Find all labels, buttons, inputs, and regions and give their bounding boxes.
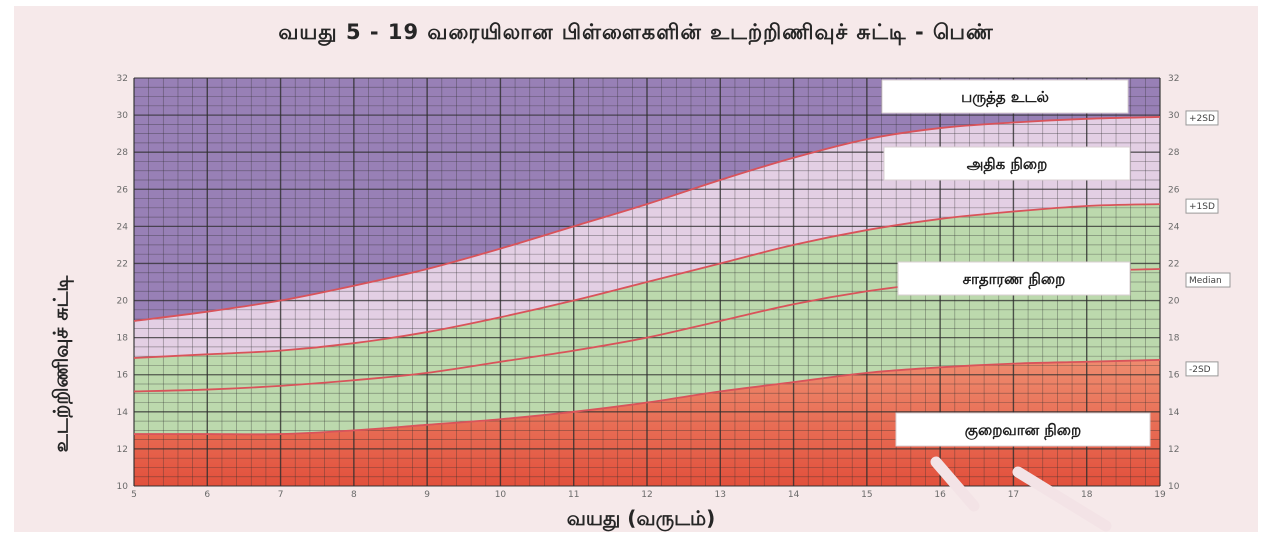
x-tick-label: 6 bbox=[204, 490, 210, 500]
sd-tag-box bbox=[1185, 198, 1219, 214]
sd-tag-label: +2SD bbox=[1189, 114, 1215, 124]
sd-tag-label: +1SD bbox=[1189, 202, 1215, 212]
x-tick-label: 17 bbox=[1008, 490, 1019, 500]
y-tick-label-right: 18 bbox=[1168, 334, 1180, 344]
chart-title: வயது 5 - 19 வரையிலான பிள்ளைகளின் உடற்றிண… bbox=[278, 20, 994, 44]
y-tick-label-right: 16 bbox=[1168, 371, 1180, 381]
curve-plus1sd bbox=[133, 203, 1161, 359]
sd-tag-box bbox=[1185, 272, 1231, 288]
y-tick-label-right: 12 bbox=[1168, 445, 1179, 455]
watermark-mark bbox=[1012, 466, 1112, 532]
sd-tag-box bbox=[1185, 361, 1219, 377]
watermark-mark bbox=[930, 456, 980, 512]
y-tick-label-right: 28 bbox=[1168, 148, 1180, 158]
x-tick-label: 16 bbox=[934, 490, 946, 500]
y-tick-label-left: 16 bbox=[117, 371, 129, 381]
y-tick-label-left: 12 bbox=[117, 445, 128, 455]
y-tick-label-left: 24 bbox=[117, 222, 129, 232]
zone-label-overweight-text: அதிக நிறை bbox=[967, 155, 1048, 174]
y-tick-label-right: 20 bbox=[1168, 297, 1180, 307]
zone-label-obese-text: பருத்த உடல் bbox=[961, 88, 1049, 107]
y-tick-label-right: 24 bbox=[1168, 222, 1180, 232]
sd-tag-label: Median bbox=[1189, 276, 1222, 286]
x-tick-label: 5 bbox=[131, 490, 137, 500]
y-tick-label-left: 32 bbox=[117, 74, 128, 84]
curve-minus2sd bbox=[134, 358, 1161, 436]
x-tick-label: 14 bbox=[788, 490, 800, 500]
x-tick-label: 15 bbox=[861, 490, 872, 500]
zone-label-overweight: அதிக நிறை bbox=[883, 146, 1131, 181]
x-tick-label: 12 bbox=[641, 490, 652, 500]
x-tick-label: 8 bbox=[351, 490, 357, 500]
y-tick-label-right: 22 bbox=[1168, 259, 1179, 269]
zone-label-obese: பருத்த உடல் bbox=[881, 79, 1129, 114]
x-tick-label: 18 bbox=[1081, 490, 1093, 500]
curve-plus2sd bbox=[133, 116, 1161, 322]
sd-tag-label: -2SD bbox=[1189, 365, 1211, 375]
y-tick-label-right: 30 bbox=[1168, 111, 1180, 121]
sd-tag-layer: +2SD +1SD Median -2SD bbox=[1185, 110, 1231, 377]
y-tick-label-left: 20 bbox=[117, 297, 129, 307]
zone-label-underweight: குறைவான நிறை bbox=[895, 412, 1151, 447]
x-axis-label: வயது (வருடம்) bbox=[566, 506, 716, 530]
y-axis-label-text: உடற்றிணிவுச் சுட்டி bbox=[48, 275, 73, 453]
y-tick-label-left: 30 bbox=[117, 111, 129, 121]
curve-layer bbox=[133, 116, 1161, 436]
x-tick-label: 9 bbox=[424, 490, 430, 500]
y-tick-label-left: 26 bbox=[117, 185, 129, 195]
x-tick-label: 10 bbox=[495, 490, 507, 500]
y-tick-label-left: 28 bbox=[117, 148, 129, 158]
sd-tag-box bbox=[1185, 110, 1219, 126]
zone-label-normal-text: சாதாரண நிறை bbox=[963, 270, 1066, 289]
zone-label-normal: சாதாரண நிறை bbox=[897, 261, 1131, 296]
x-tick-label: 19 bbox=[1154, 490, 1166, 500]
chart-panel: வயது 5 - 19 வரையிலான பிள்ளைகளின் உடற்றிண… bbox=[14, 6, 1258, 532]
y-tick-label-left: 14 bbox=[117, 408, 129, 418]
x-tick-label: 7 bbox=[278, 490, 284, 500]
y-tick-label-left: 22 bbox=[117, 259, 128, 269]
y-tick-label-right: 26 bbox=[1168, 185, 1180, 195]
y-tick-label-right: 10 bbox=[1168, 482, 1180, 492]
y-tick-label-right: 14 bbox=[1168, 408, 1180, 418]
y-tick-label-left: 10 bbox=[117, 482, 129, 492]
x-tick-label: 13 bbox=[715, 490, 726, 500]
y-tick-label-left: 18 bbox=[117, 334, 129, 344]
x-tick-label: 11 bbox=[568, 490, 579, 500]
zone-label-underweight-text: குறைவான நிறை bbox=[965, 421, 1081, 440]
y-tick-label-right: 32 bbox=[1168, 74, 1179, 84]
